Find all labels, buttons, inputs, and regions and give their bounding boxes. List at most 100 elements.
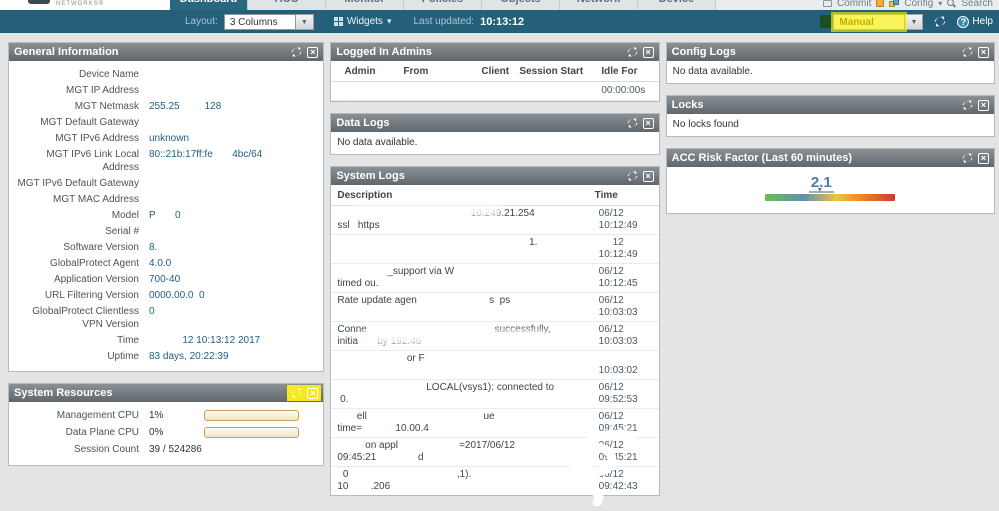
tab-device[interactable]: Device: [638, 0, 716, 10]
data-plane-cpu-meter: [204, 427, 299, 438]
risk-factor-marker-icon: ▾: [817, 185, 822, 194]
tab-network[interactable]: Network: [560, 0, 638, 10]
widget-close-icon[interactable]: [642, 170, 654, 182]
commit-button[interactable]: Commit: [836, 0, 872, 9]
widget-refresh-icon[interactable]: [961, 99, 974, 111]
info-row: Model P 0: [111, 209, 181, 221]
panel-title: System Logs: [336, 170, 405, 182]
refresh-mode-select: Manual: [831, 11, 924, 32]
config-icon: [889, 0, 900, 8]
help-button[interactable]: Help: [957, 15, 993, 28]
annotation-green-mark: [820, 15, 832, 28]
info-row: URL Filtering Version 0000.00.0 0: [44, 289, 205, 301]
widgets-label: Widgets: [346, 16, 383, 27]
tab-acc[interactable]: ACC: [248, 0, 326, 10]
refresh-mode-arrow-icon[interactable]: [905, 13, 924, 30]
info-row: MGT MAC Address: [53, 193, 139, 205]
logo-mark-icon: [28, 0, 50, 4]
config-menu[interactable]: Config: [904, 0, 934, 9]
tab-strip: Dashboard ACC Monitor Policies Objects N…: [0, 0, 999, 10]
log-row: on appl =2017/06/12 09:45:21 d 06/12 09:…: [331, 438, 659, 467]
panel-title: Data Logs: [336, 117, 390, 129]
info-row: Application Version 700-40: [53, 273, 181, 285]
admins-table-row: 00:00:00s: [331, 82, 659, 101]
panel-config-logs: Config Logs No data available.: [665, 42, 995, 84]
info-row: MGT IPv6 Link Local Address 80::21b:17ff…: [46, 148, 263, 173]
dashboard-toolbar: Layout: 3 Columns Widgets Last updated: …: [0, 10, 999, 33]
widget-refresh-icon[interactable]: [626, 170, 639, 182]
widget-refresh-icon[interactable]: [961, 46, 974, 58]
widget-refresh-icon[interactable]: [290, 387, 303, 399]
help-icon: [957, 15, 970, 28]
last-updated-label: Last updated:: [413, 16, 475, 27]
admin-cell: [344, 85, 403, 96]
risk-factor-value: 2.1: [808, 174, 834, 193]
widget-close-icon[interactable]: [307, 46, 319, 58]
empty-message: No locks found: [672, 119, 739, 130]
widget-refresh-icon[interactable]: [626, 117, 639, 129]
tab-policies[interactable]: Policies: [404, 0, 482, 10]
help-label: Help: [972, 16, 993, 27]
log-row: Rate update agen s ps 06/12 10:03:03: [331, 293, 659, 322]
layout-select-value[interactable]: 3 Columns: [223, 13, 296, 30]
widget-close-icon[interactable]: [978, 152, 989, 164]
panel-system-logs: System Logs Description Time 10.249.21.2…: [330, 166, 660, 496]
widget-refresh-icon[interactable]: [626, 46, 639, 58]
panel-acc-risk-factor: ACC Risk Factor (Last 60 minutes) 2.1 ▾: [665, 148, 995, 214]
page-refresh-icon[interactable]: [933, 15, 947, 28]
log-row: LOCAL(vsys1): connected to 0. 06/12 09:5…: [331, 380, 659, 409]
info-row: MGT Netmask 255.25 128: [74, 100, 222, 112]
refresh-mode-value[interactable]: Manual: [833, 13, 906, 30]
info-row: GlobalProtect Clientless VPN Version 0: [32, 305, 155, 330]
widget-close-icon[interactable]: [307, 387, 319, 399]
widget-refresh-icon[interactable]: [290, 46, 303, 58]
tab-objects[interactable]: Objects: [482, 0, 560, 10]
session-start-cell: [519, 85, 601, 96]
panel-system-resources: System Resources Management CPU 1% Data …: [8, 383, 325, 466]
session-count-row: Session Count 39 / 524286: [73, 443, 202, 456]
config-caret-icon: [938, 0, 942, 9]
widget-area: General Information Device Name MGT IP A…: [0, 33, 999, 511]
panel-locks: Locks No locks found: [665, 95, 995, 137]
panel-title: System Resources: [14, 387, 113, 399]
log-row: or F 10:03:02: [331, 351, 659, 380]
log-row: _support via W timed ou. 06/12 10:12:45: [331, 264, 659, 293]
empty-message: No data available.: [337, 137, 418, 148]
data-plane-cpu-row: Data Plane CPU 0%: [9, 424, 323, 441]
system-logs-rows: 10.249.21.254 ssl https 06/12 10:12:49 1…: [331, 206, 659, 495]
info-row: Uptime 83 days, 20:22:39: [107, 350, 229, 362]
lock-icon[interactable]: [876, 0, 885, 7]
widget-close-icon[interactable]: [978, 99, 989, 111]
panel-title: ACC Risk Factor (Last 60 minutes): [671, 152, 852, 164]
data-plane-cpu-value: 0%: [149, 427, 164, 438]
from-cell: [403, 85, 481, 96]
system-logs-header: Description Time: [331, 185, 659, 206]
info-row: MGT IP Address: [66, 84, 139, 96]
top-actions: Commit Config Search: [822, 0, 993, 10]
widget-close-icon[interactable]: [642, 117, 654, 129]
risk-gauge: 2.1 ▾: [667, 167, 994, 213]
panel-title: Logged In Admins: [336, 46, 432, 58]
widgets-menu[interactable]: Widgets: [333, 16, 392, 27]
tab-dashboard[interactable]: Dashboard: [170, 0, 248, 10]
widget-refresh-icon[interactable]: [961, 152, 974, 164]
session-count-value: 39 / 524286: [149, 444, 202, 455]
vendor-logo: NETWORKS®: [0, 0, 170, 10]
log-row: 10.249.21.254 ssl https 06/12 10:12:49: [331, 206, 659, 235]
info-row: MGT IPv6 Default Gateway: [17, 177, 139, 189]
annotation-yellow-highlight: [287, 385, 322, 401]
tab-monitor[interactable]: Monitor: [326, 0, 404, 10]
risk-gradient-bar: [765, 194, 896, 201]
info-row: GlobalProtect Agent 4.0.0: [50, 257, 172, 269]
panel-logged-in-admins: Logged In Admins Admin From Client Sessi…: [330, 42, 660, 102]
commit-icon: [822, 0, 832, 7]
panel-title: Locks: [671, 99, 704, 111]
widget-close-icon[interactable]: [642, 46, 654, 58]
search-icon: [947, 0, 956, 8]
search-button[interactable]: Search: [961, 0, 993, 9]
log-row: Conne successfully, initia by 192.46 06/…: [331, 322, 659, 351]
widget-close-icon[interactable]: [978, 46, 989, 58]
nav-tabs: Dashboard ACC Monitor Policies Objects N…: [170, 0, 716, 10]
layout-select-arrow-icon[interactable]: [295, 13, 314, 30]
